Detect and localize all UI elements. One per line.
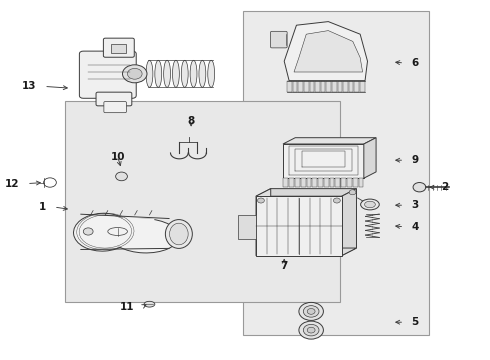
Ellipse shape (199, 60, 206, 87)
Circle shape (127, 68, 142, 79)
Polygon shape (364, 138, 376, 178)
FancyBboxPatch shape (326, 81, 331, 92)
FancyBboxPatch shape (298, 81, 303, 92)
Circle shape (303, 324, 319, 336)
Circle shape (116, 172, 127, 181)
FancyBboxPatch shape (65, 101, 340, 302)
Polygon shape (283, 138, 376, 144)
FancyBboxPatch shape (336, 178, 340, 187)
Polygon shape (256, 189, 357, 196)
FancyBboxPatch shape (243, 11, 429, 335)
Text: 3: 3 (412, 200, 419, 210)
FancyBboxPatch shape (347, 178, 352, 187)
Text: 10: 10 (110, 152, 125, 162)
Ellipse shape (74, 213, 132, 251)
Ellipse shape (190, 60, 197, 87)
Ellipse shape (170, 223, 188, 245)
FancyBboxPatch shape (301, 178, 306, 187)
Text: 4: 4 (412, 222, 419, 232)
Circle shape (349, 190, 356, 195)
FancyBboxPatch shape (283, 178, 288, 187)
FancyBboxPatch shape (238, 215, 256, 239)
Text: 8: 8 (188, 116, 195, 126)
FancyBboxPatch shape (289, 178, 294, 187)
FancyBboxPatch shape (332, 81, 337, 92)
FancyBboxPatch shape (324, 178, 329, 187)
Polygon shape (283, 144, 364, 178)
Ellipse shape (181, 60, 188, 87)
Text: 7: 7 (280, 261, 288, 271)
Circle shape (303, 306, 319, 317)
FancyBboxPatch shape (354, 81, 359, 92)
Text: 12: 12 (5, 179, 20, 189)
FancyBboxPatch shape (330, 178, 335, 187)
FancyBboxPatch shape (338, 81, 342, 92)
Ellipse shape (361, 199, 379, 210)
Polygon shape (256, 196, 342, 256)
FancyBboxPatch shape (79, 51, 136, 98)
Ellipse shape (208, 60, 215, 87)
FancyBboxPatch shape (353, 178, 358, 187)
FancyBboxPatch shape (315, 81, 320, 92)
Text: 2: 2 (441, 182, 448, 192)
FancyBboxPatch shape (104, 102, 126, 113)
Circle shape (307, 309, 315, 314)
FancyBboxPatch shape (287, 81, 292, 92)
Ellipse shape (110, 219, 179, 253)
Text: 1: 1 (39, 202, 47, 212)
Circle shape (299, 321, 323, 339)
FancyBboxPatch shape (96, 92, 132, 106)
Polygon shape (284, 22, 368, 81)
Ellipse shape (365, 201, 375, 208)
Circle shape (258, 198, 265, 203)
Ellipse shape (164, 60, 171, 87)
Text: 11: 11 (120, 302, 135, 312)
FancyBboxPatch shape (304, 81, 309, 92)
Ellipse shape (155, 60, 162, 87)
Circle shape (83, 228, 93, 235)
Circle shape (307, 327, 315, 333)
Text: 13: 13 (22, 81, 37, 91)
Text: 6: 6 (412, 58, 419, 68)
FancyBboxPatch shape (310, 81, 314, 92)
FancyBboxPatch shape (270, 31, 287, 48)
Ellipse shape (172, 60, 179, 87)
FancyBboxPatch shape (318, 178, 323, 187)
FancyBboxPatch shape (359, 178, 364, 187)
Polygon shape (294, 31, 363, 72)
Circle shape (299, 302, 323, 320)
FancyBboxPatch shape (343, 81, 348, 92)
Ellipse shape (144, 301, 155, 307)
Text: 9: 9 (412, 155, 419, 165)
FancyBboxPatch shape (360, 81, 365, 92)
FancyBboxPatch shape (321, 81, 325, 92)
FancyBboxPatch shape (293, 81, 297, 92)
Polygon shape (105, 217, 154, 247)
FancyBboxPatch shape (307, 178, 311, 187)
FancyBboxPatch shape (312, 178, 317, 187)
FancyBboxPatch shape (341, 178, 346, 187)
Circle shape (413, 183, 426, 192)
FancyBboxPatch shape (295, 178, 300, 187)
Polygon shape (256, 248, 357, 256)
FancyBboxPatch shape (349, 81, 353, 92)
Polygon shape (342, 189, 357, 256)
FancyBboxPatch shape (103, 38, 134, 57)
Polygon shape (256, 189, 270, 256)
FancyBboxPatch shape (111, 44, 126, 53)
Ellipse shape (166, 220, 192, 248)
Circle shape (333, 198, 340, 203)
Text: 5: 5 (412, 317, 419, 327)
Ellipse shape (146, 60, 153, 87)
Circle shape (122, 65, 147, 83)
